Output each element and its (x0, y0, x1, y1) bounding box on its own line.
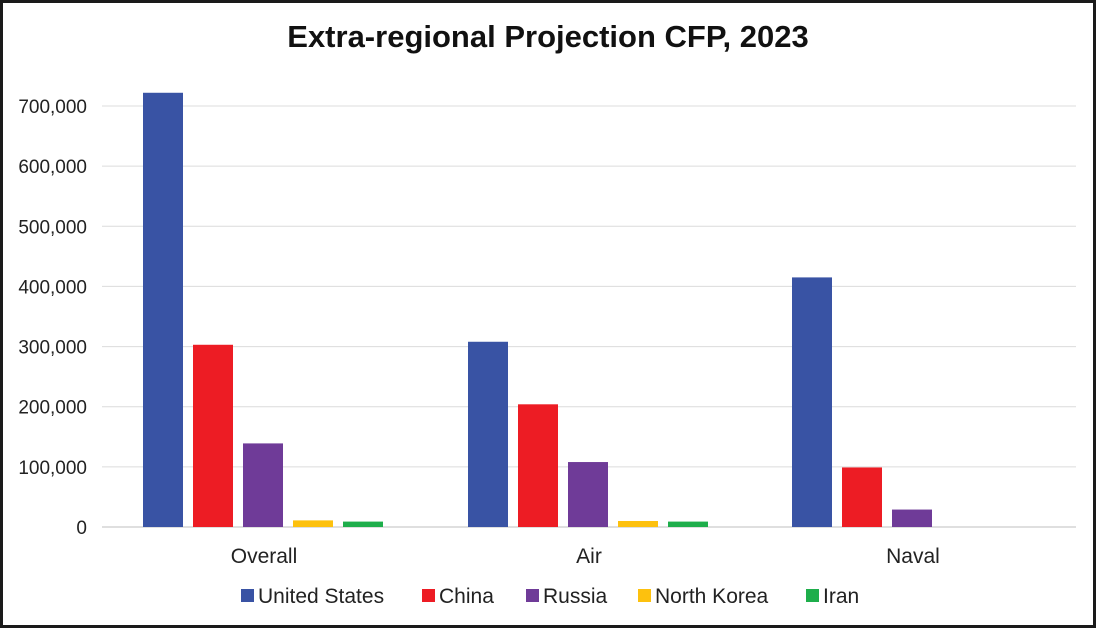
x-axis-ticks: Overall Air Naval (231, 545, 940, 568)
bar-iran-air (668, 521, 708, 527)
x-tick-label: Overall (231, 545, 298, 568)
legend-label: United States (258, 585, 384, 608)
bar-china-overall (193, 344, 233, 527)
bar-russia-overall (243, 443, 283, 527)
bar-united-states-overall (143, 92, 183, 528)
bar-russia-naval (892, 509, 932, 527)
legend: United States China Russia North Korea Iran (241, 585, 859, 608)
legend-label: Russia (543, 585, 608, 608)
y-tick-label: 0 (76, 518, 87, 539)
y-tick-label: 300,000 (18, 338, 87, 359)
bar-united-states-air (468, 341, 508, 527)
legend-swatch (526, 589, 539, 602)
bar-north-korea-air (618, 520, 658, 527)
bar-united-states-naval (792, 277, 832, 527)
y-tick-label: 200,000 (18, 398, 87, 419)
y-tick-label: 100,000 (18, 458, 87, 479)
y-axis-ticks: 0 100,000 200,000 300,000 400,000 500,000 600,… (18, 97, 87, 539)
bar-china-naval (842, 467, 882, 527)
x-tick-label: Naval (886, 545, 940, 568)
legend-swatch (422, 589, 435, 602)
legend-swatch (806, 589, 819, 602)
legend-swatch (638, 589, 651, 602)
x-tick-label: Air (576, 545, 602, 568)
y-tick-label: 400,000 (18, 277, 87, 298)
bar-iran-overall (343, 521, 383, 527)
chart-title: Extra-regional Projection CFP, 2023 (287, 19, 808, 54)
legend-swatch (241, 589, 254, 602)
y-tick-label: 600,000 (18, 157, 87, 178)
bar-china-air (518, 404, 558, 527)
legend-label: North Korea (655, 585, 769, 608)
legend-label: Iran (823, 585, 859, 608)
y-tick-label: 500,000 (18, 217, 87, 238)
bar-russia-air (568, 462, 608, 527)
bars (143, 92, 932, 528)
y-tick-label: 700,000 (18, 97, 87, 118)
bar-north-korea-overall (293, 520, 333, 527)
legend-label: China (439, 585, 494, 608)
